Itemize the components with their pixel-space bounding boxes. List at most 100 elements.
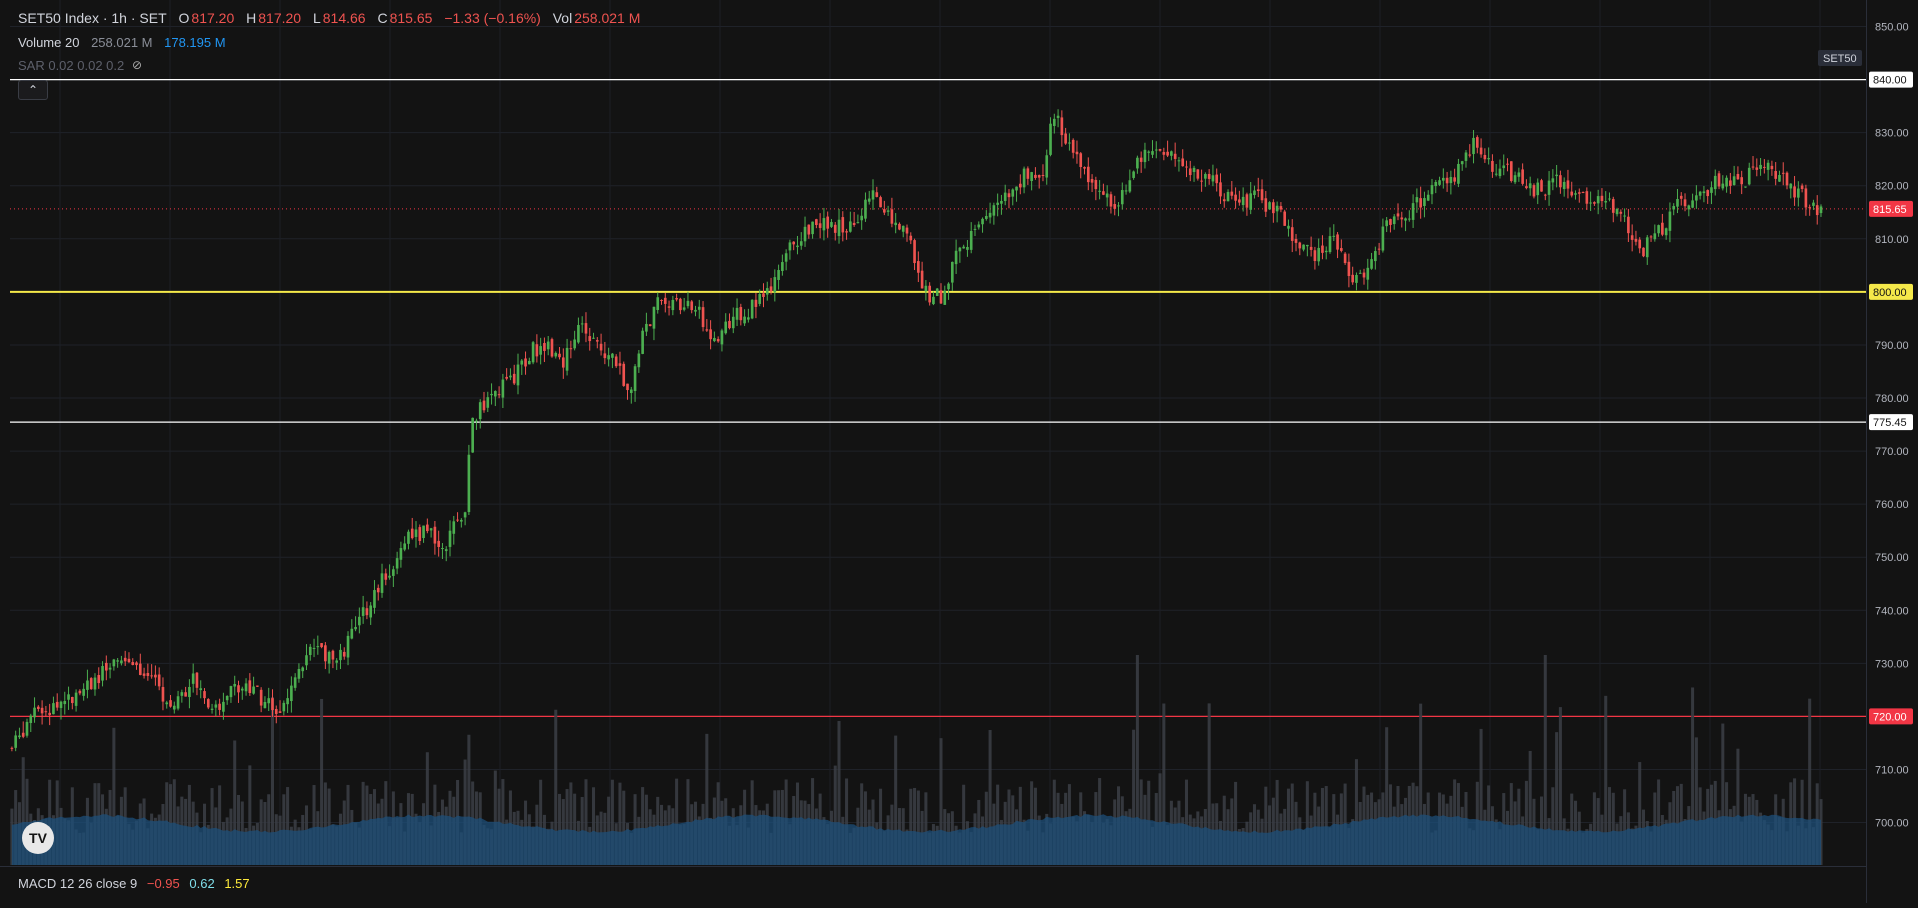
candle-body [1517,172,1521,177]
volume-bar [1230,798,1234,865]
candle-body [501,379,505,398]
candle-body [1619,211,1623,214]
pane-separator [0,866,1866,867]
candle-body [1120,190,1124,205]
candles [10,109,1823,752]
candle-body [142,673,146,676]
candle-body [1113,204,1117,209]
volume-bar [618,782,622,865]
tradingview-logo-icon[interactable]: TV [22,822,54,854]
candle-body [901,225,905,232]
candle-body [1815,205,1819,216]
candle-body [1222,199,1226,202]
candle-body [905,227,909,234]
candle-body [1770,165,1774,170]
candle-body [1585,191,1589,204]
candle-body [996,202,999,205]
candle-body [728,320,731,329]
candle-body [580,323,584,325]
candle-body [1128,180,1132,192]
candle-body [1170,151,1173,156]
collapse-legend-button[interactable]: ⌃ [18,80,48,100]
symbol-title[interactable]: SET50 Index · 1h · SET [18,10,167,26]
candle-body [1185,166,1188,168]
candle-body [750,299,754,319]
candle-body [414,529,418,537]
candle-body [1683,199,1687,207]
candle-body [1018,183,1022,188]
candle-body [1657,225,1660,234]
candle-body [1328,236,1332,253]
candle-body [176,696,180,709]
volume-bar [21,757,25,865]
hidden-eye-icon[interactable]: ⊘ [132,58,143,72]
candle-body [1676,198,1679,207]
volume-indicator-name: Volume 20 [18,35,80,50]
candle-body [335,660,339,663]
candle-body [837,219,841,237]
candle-body [1011,189,1015,197]
candle-body [962,246,965,249]
candle-body [909,235,913,241]
volume-bar [112,727,116,865]
candle-body [603,353,607,359]
candle-body [1536,182,1540,196]
candle-body [1154,149,1158,151]
candle-body [63,701,67,705]
volume-bar [1819,799,1823,865]
candle-body [1192,167,1196,172]
volume-bar [610,779,614,865]
candle-body [138,663,142,675]
candle-body [1687,205,1691,210]
candle-body [342,651,346,657]
candle-body [1264,198,1268,212]
volume-bar [1271,797,1275,865]
candle-body [74,692,78,706]
candle-body [1015,186,1018,191]
volume-bar [10,808,14,865]
volume-bar [1657,779,1661,865]
candle-body [622,363,626,386]
candle-body [754,299,758,307]
candle-body [1275,205,1279,212]
volume-bar [879,788,883,865]
candle-body [1627,216,1630,234]
volume-bar [565,789,569,865]
sar-legend[interactable]: SAR 0.02 0.02 0.2 [18,58,126,73]
candle-body [365,608,369,616]
volume-bar [622,790,626,865]
candle-body [1781,172,1785,174]
volume-bar [323,782,327,865]
candle-body [116,660,119,662]
candle-body [1581,191,1585,193]
candle-body [1717,173,1721,187]
volume-bar [248,765,252,865]
candle-body [826,216,830,229]
volume-bar [1721,723,1725,865]
candle-body [988,212,992,218]
change-value: −1.33 (−0.16%) [444,10,541,26]
candle-body [799,241,803,246]
candle-body [1294,238,1298,243]
candle-body [592,337,595,339]
candle-body [614,356,618,367]
macd-legend[interactable]: MACD 12 26 close 9 −0.95 0.62 1.57 [18,876,250,891]
candle-body [1638,239,1642,249]
candle-body [758,294,762,304]
candle-body [505,376,508,379]
candle-body [1071,139,1075,153]
candle-body [161,687,165,702]
candle-body [924,285,928,292]
candle-body [358,616,361,626]
candle-body [641,330,644,354]
candle-body [1094,179,1098,190]
candle-body [1668,211,1672,231]
candle-body [1778,175,1781,182]
volume-legend[interactable]: Volume 20 258.021 M 178.195 M [18,35,228,50]
candle-body [1007,193,1011,198]
price-tick-label: 780.00 [1875,393,1909,405]
candle-body [1279,206,1283,210]
candle-body [256,685,259,687]
